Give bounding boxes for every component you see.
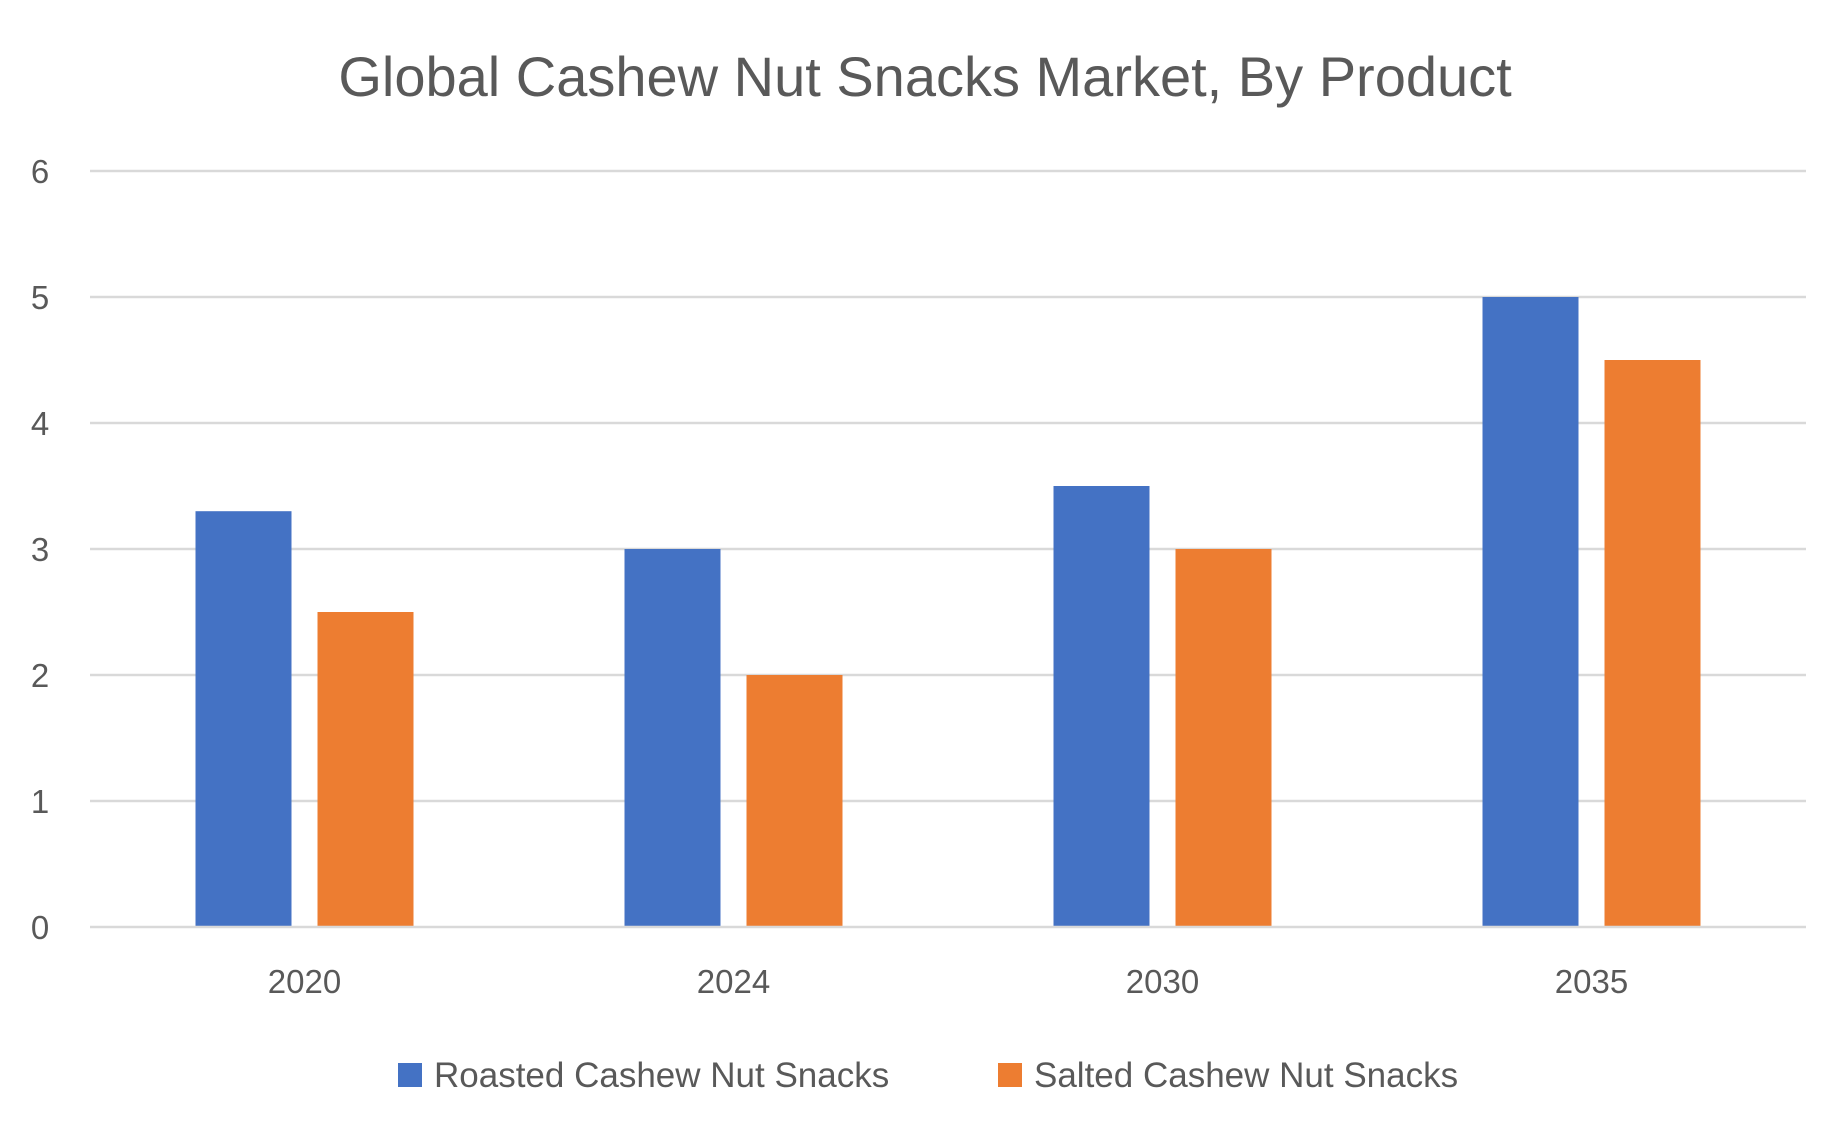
bar-roasted-2030 (1053, 486, 1150, 927)
y-tick-label: 3 (31, 531, 49, 568)
legend-swatch (398, 1063, 422, 1087)
bar-salted-2035 (1604, 360, 1701, 927)
y-tick-label: 4 (31, 405, 49, 442)
bar-salted-2030 (1175, 549, 1272, 927)
y-axis-ticks: 0 1 2 3 4 5 6 (31, 153, 49, 946)
legend-label: Salted Cashew Nut Snacks (1034, 1056, 1458, 1095)
x-tick-label: 2035 (1555, 963, 1628, 1000)
y-tick-label: 6 (31, 153, 49, 190)
bar-roasted-2020 (195, 511, 292, 927)
chart-title: Global Cashew Nut Snacks Market, By Prod… (338, 45, 1512, 108)
bar-roasted-2024 (624, 549, 721, 927)
x-tick-label: 2024 (697, 963, 770, 1000)
y-tick-label: 1 (31, 783, 49, 820)
legend-label: Roasted Cashew Nut Snacks (434, 1056, 889, 1095)
legend-swatch (998, 1063, 1022, 1087)
x-tick-label: 2030 (1126, 963, 1199, 1000)
bar-roasted-2035 (1482, 297, 1579, 927)
x-tick-label: 2020 (268, 963, 341, 1000)
legend: Roasted Cashew Nut Snacks Salted Cashew N… (398, 1056, 1458, 1095)
bar-salted-2024 (746, 675, 843, 927)
x-axis-ticks: 2020 2024 2030 2035 (268, 963, 1628, 1000)
y-tick-label: 5 (31, 279, 49, 316)
y-tick-label: 0 (31, 909, 49, 946)
bar-salted-2020 (317, 612, 414, 927)
bars (195, 297, 1701, 927)
y-tick-label: 2 (31, 657, 49, 694)
